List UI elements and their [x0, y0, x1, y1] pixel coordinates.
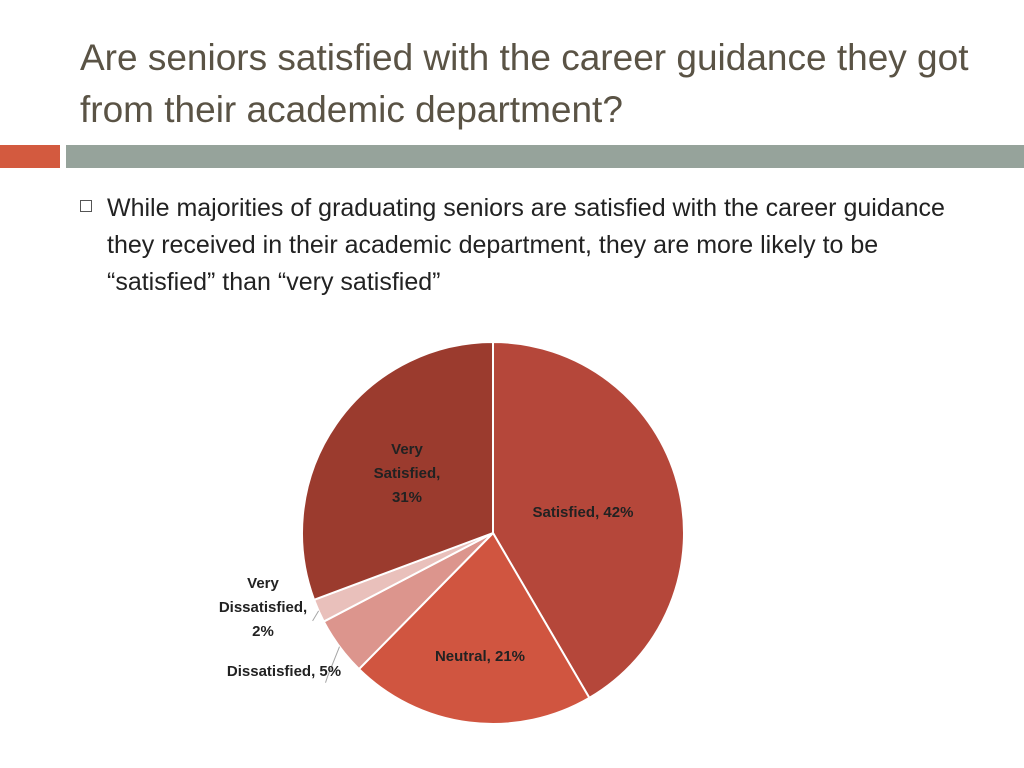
pie-slice-satisfied — [492, 340, 685, 700]
leader-line-very-dissatisfied — [312, 610, 320, 622]
accent-bar-gray — [66, 145, 1024, 168]
data-labels: Satisfied, 42% Neutral, 21% Dissatisfied, … — [219, 441, 634, 680]
data-label-very-satisfied: Very Satisfied, 31% — [374, 441, 441, 506]
data-label-satisfied: Satisfied, 42% — [533, 504, 634, 521]
bullet-text: While majorities of graduating seniors a… — [107, 194, 945, 296]
accent-bar-orange — [0, 145, 60, 168]
pie-slice-very-satisfied — [301, 340, 494, 602]
pie-slices — [301, 340, 685, 725]
square-bullet-icon — [80, 200, 92, 212]
pie-slice-neutral — [357, 531, 591, 725]
leader-line-dissatisfied — [325, 646, 340, 683]
data-label-dissatisfied: Dissatisfied, 5% — [227, 663, 341, 680]
leader-lines — [312, 610, 340, 683]
slide-title: Are seniors satisfied with the career gu… — [80, 37, 969, 130]
data-label-very-dissatisfied: Very Dissatisfied, 2% — [219, 575, 307, 640]
data-label-neutral: Neutral, 21% — [435, 648, 525, 665]
